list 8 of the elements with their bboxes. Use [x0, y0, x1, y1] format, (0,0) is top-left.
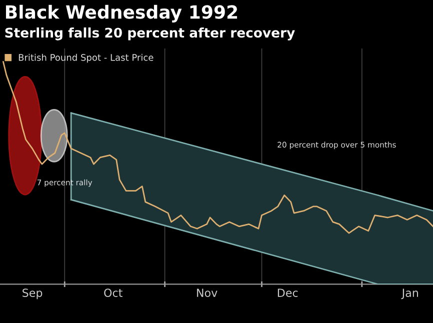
- legend-label: British Pound Spot - Last Price: [18, 54, 154, 63]
- x-tick-label: Nov: [197, 288, 218, 298]
- x-tick-label: Jan: [401, 288, 418, 300]
- x-tick-label: Dec: [278, 288, 298, 298]
- chart-subtitle: Sterling falls 20 percent after recovery: [5, 27, 295, 40]
- x-tick-label: Sep: [22, 288, 42, 300]
- chart-title: Black Wednesday 1992: [6, 4, 238, 22]
- x-tick-label: Oct: [104, 288, 122, 298]
